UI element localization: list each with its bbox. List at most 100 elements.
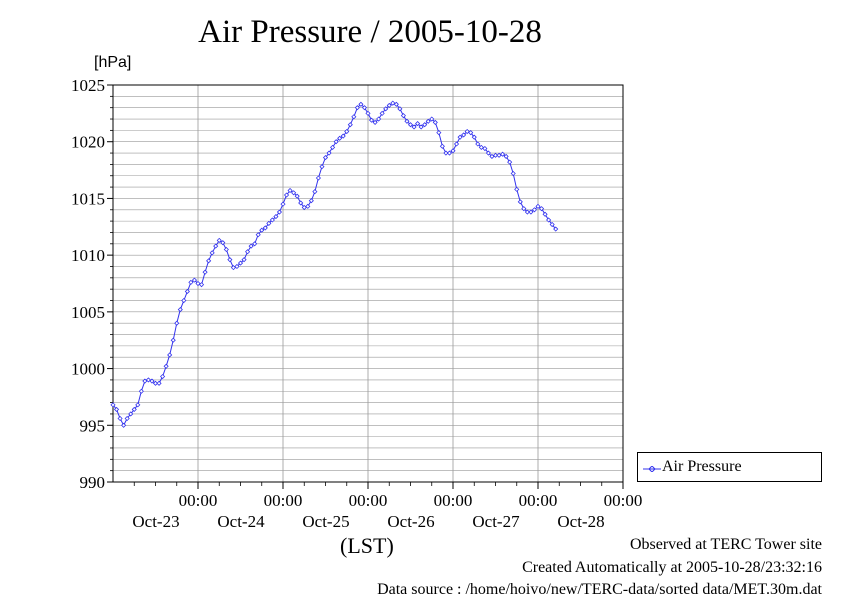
- data-point: [124, 415, 130, 422]
- data-point: [149, 378, 155, 384]
- x-tick-date: Oct-27: [472, 512, 520, 531]
- data-point: [181, 297, 187, 304]
- data-point: [485, 150, 491, 156]
- data-point: [195, 280, 201, 287]
- data-point: [549, 221, 555, 228]
- data-point: [227, 257, 233, 263]
- x-tick-date: Oct-28: [557, 512, 604, 531]
- data-point: [425, 118, 431, 124]
- data-point: [167, 352, 173, 358]
- data-point: [145, 377, 151, 383]
- x-tick-date: Oct-23: [132, 512, 179, 531]
- data-point: [492, 152, 499, 158]
- x-tick-time: 00:00: [349, 491, 388, 510]
- data-point: [475, 141, 481, 147]
- data-point: [315, 175, 321, 181]
- data-point: [131, 406, 137, 412]
- data-point: [443, 150, 449, 156]
- y-tick-label: 1025: [71, 76, 105, 95]
- y-tick-label: 1005: [71, 303, 105, 322]
- x-tick-time: 00:00: [519, 491, 558, 510]
- data-point: [330, 144, 336, 150]
- data-point: [361, 105, 368, 111]
- chart-title: Air Pressure / 2005-10-28: [198, 14, 542, 50]
- data-point: [280, 201, 286, 207]
- data-point: [308, 198, 314, 204]
- data-point: [535, 203, 541, 209]
- data-point: [117, 415, 123, 422]
- data-point: [198, 282, 205, 288]
- data-point: [347, 122, 353, 128]
- x-tick-time: 00:00: [434, 491, 473, 510]
- y-tick-label: 1010: [71, 246, 105, 265]
- data-point: [351, 114, 357, 120]
- data-point: [531, 207, 538, 213]
- data-point: [305, 203, 311, 209]
- y-axis-unit: [hPa]: [94, 54, 132, 71]
- data-point: [415, 121, 421, 127]
- data-point: [142, 378, 148, 384]
- data-point: [113, 406, 120, 412]
- observed-note: Observed at TERC Tower site: [629, 536, 822, 553]
- data-point: [163, 363, 169, 369]
- data-point: [546, 217, 552, 223]
- data-point: [188, 279, 194, 285]
- data-point: [393, 101, 399, 107]
- data-point: [202, 269, 208, 275]
- data-point: [322, 155, 329, 161]
- data-point: [376, 116, 382, 122]
- data-point: [269, 217, 275, 223]
- data-point: [538, 206, 545, 212]
- data-point: [174, 320, 180, 326]
- data-point: [368, 117, 375, 123]
- data-point: [379, 110, 385, 116]
- data-point: [386, 102, 392, 108]
- data-point: [500, 151, 506, 157]
- data-point: [237, 260, 244, 266]
- data-point: [135, 402, 141, 408]
- data-point: [507, 159, 513, 165]
- data-point: [344, 128, 350, 135]
- data-point: [372, 119, 378, 125]
- data-point: [152, 380, 159, 386]
- data-point: [468, 130, 474, 136]
- data-point: [354, 105, 360, 111]
- data-point: [496, 152, 502, 158]
- x-tick-time: 00:00: [264, 491, 303, 510]
- data-point: [429, 116, 435, 122]
- data-point: [418, 124, 424, 130]
- data-point: [521, 206, 527, 212]
- data-point: [397, 106, 403, 112]
- data-point: [340, 133, 346, 139]
- y-tick-label: 1000: [71, 360, 105, 379]
- data-point: [489, 153, 495, 160]
- data-point: [326, 150, 332, 156]
- data-point: [223, 246, 229, 253]
- data-point: [464, 128, 470, 135]
- data-point: [524, 209, 530, 215]
- created-note: Created Automatically at 2005-10-28/23:3…: [522, 559, 822, 576]
- data-point: [283, 192, 290, 198]
- data-point: [312, 189, 318, 195]
- data-point: [404, 118, 410, 124]
- data-point: [482, 145, 488, 152]
- data-point: [128, 411, 134, 417]
- data-point: [553, 226, 559, 232]
- data-point: [390, 100, 396, 106]
- data-point: [216, 237, 222, 243]
- data-point: [291, 190, 297, 196]
- data-point: [170, 337, 176, 343]
- data-point: [294, 193, 300, 199]
- data-point: [276, 209, 283, 215]
- data-point: [248, 243, 254, 249]
- data-point: [262, 225, 268, 231]
- data-point: [453, 141, 460, 147]
- y-tick-label: 990: [80, 473, 106, 492]
- data-point: [407, 122, 414, 128]
- data-point: [191, 277, 198, 283]
- data-point: [542, 211, 548, 217]
- data-point: [184, 288, 190, 295]
- data-point: [156, 380, 162, 386]
- data-source-note: Data source : /home/hoivo/new/TERC-data/…: [377, 581, 822, 598]
